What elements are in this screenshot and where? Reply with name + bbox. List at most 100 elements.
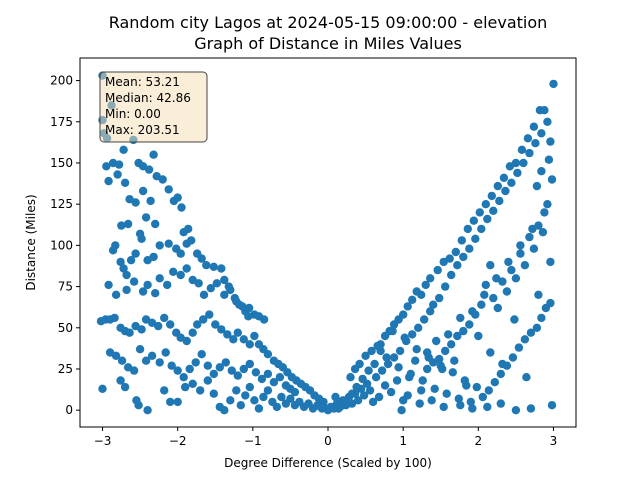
- scatter-point: [221, 358, 230, 367]
- scatter-point: [436, 361, 445, 370]
- scatter-point: [229, 335, 238, 344]
- scatter-point: [529, 122, 539, 131]
- scatter-point: [429, 300, 438, 309]
- scatter-point: [507, 265, 516, 275]
- y-tick-label: 100: [50, 238, 73, 252]
- scatter-point: [254, 404, 264, 413]
- scatter-point: [507, 178, 516, 187]
- scatter-point: [520, 335, 530, 344]
- scatter-point: [514, 343, 524, 352]
- scatter-point: [547, 175, 557, 184]
- scatter-point: [460, 376, 469, 385]
- scatter-point: [388, 326, 397, 336]
- scatter-point: [166, 397, 175, 407]
- scatter-point: [477, 300, 486, 309]
- stats-box-background: [99, 71, 208, 143]
- scatter-point: [250, 331, 259, 341]
- x-axis-ticks: −3 −2 −1 0 1 2 3: [94, 427, 557, 448]
- scatter-point: [102, 162, 111, 171]
- scatter-point: [119, 264, 128, 273]
- scatter-point: [125, 328, 134, 337]
- scatter-point: [209, 262, 218, 271]
- x-tick-label: −2: [169, 434, 187, 448]
- scatter-point: [374, 392, 384, 402]
- scatter-point: [251, 368, 261, 377]
- scatter-point: [138, 287, 148, 296]
- scatter-point: [141, 213, 151, 222]
- scatter-point: [113, 170, 122, 179]
- scatter-point: [352, 382, 361, 392]
- scatter-point: [135, 345, 145, 354]
- scatter-point: [179, 228, 188, 237]
- scatter-point: [147, 351, 157, 360]
- stats-median: Median: 42.86: [105, 91, 191, 105]
- scatter-point: [194, 279, 203, 288]
- scatter-point: [532, 181, 542, 191]
- scatter-point: [543, 117, 552, 127]
- scatter-point: [457, 236, 466, 245]
- scatter-points: [96, 71, 558, 415]
- scatter-point: [123, 219, 133, 229]
- scatter-point: [316, 402, 325, 412]
- scatter-point: [137, 325, 146, 334]
- scatter-point: [359, 391, 369, 400]
- scatter-point: [223, 330, 232, 339]
- scatter-point: [540, 208, 549, 217]
- scatter-point: [177, 203, 186, 212]
- scatter-point: [257, 374, 267, 384]
- scatter-point: [400, 333, 409, 342]
- scatter-point: [277, 392, 286, 402]
- scatter-point: [411, 356, 420, 365]
- scatter-point: [538, 228, 548, 237]
- scatter-point: [525, 232, 534, 242]
- scatter-point: [245, 340, 254, 349]
- scatter-point: [465, 244, 474, 253]
- scatter-point: [477, 224, 486, 234]
- scatter-point: [516, 241, 525, 250]
- scatter-point: [212, 279, 221, 288]
- scatter-point: [386, 387, 396, 397]
- scatter-point: [263, 369, 273, 379]
- scatter-point: [365, 386, 375, 395]
- scatter-point: [233, 328, 242, 337]
- scatter-point: [531, 139, 540, 148]
- scatter-point: [547, 401, 557, 410]
- scatter-point: [408, 295, 417, 304]
- scatter-point: [364, 366, 373, 375]
- scatter-point: [486, 348, 495, 357]
- scatter-point: [395, 346, 405, 356]
- scatter-point: [465, 320, 474, 329]
- scatter-point: [525, 148, 534, 158]
- scatter-point: [513, 168, 522, 178]
- y-axis-label: Distance (Miles): [24, 194, 38, 290]
- y-tick-label: 175: [50, 115, 73, 129]
- scatter-point: [220, 275, 229, 285]
- scatter-point: [206, 284, 215, 293]
- scatter-point: [426, 307, 435, 316]
- scatter-point: [125, 195, 134, 204]
- scatter-point: [129, 277, 139, 286]
- scatter-point: [423, 364, 432, 374]
- scatter-point: [179, 373, 188, 382]
- scatter-point: [220, 406, 229, 415]
- scatter-point: [463, 224, 472, 234]
- scatter-point: [155, 274, 164, 283]
- scatter-point: [126, 256, 136, 265]
- stats-box: Mean: 53.21 Median: 42.86 Min: 0.00 Max:…: [99, 71, 208, 143]
- scatter-point: [197, 350, 206, 359]
- scatter-point: [238, 302, 247, 311]
- scatter-point: [383, 359, 393, 369]
- scatter-point: [241, 391, 250, 400]
- scatter-point: [511, 406, 521, 415]
- scatter-point: [151, 289, 160, 298]
- scatter-point: [367, 346, 376, 356]
- scatter-point: [110, 313, 119, 323]
- scatter-point: [263, 386, 273, 395]
- scatter-point: [220, 290, 229, 299]
- scatter-point: [290, 387, 300, 397]
- scatter-point: [421, 280, 430, 290]
- scatter-point: [508, 353, 518, 362]
- scatter-point: [158, 175, 167, 184]
- scatter-point: [517, 145, 527, 154]
